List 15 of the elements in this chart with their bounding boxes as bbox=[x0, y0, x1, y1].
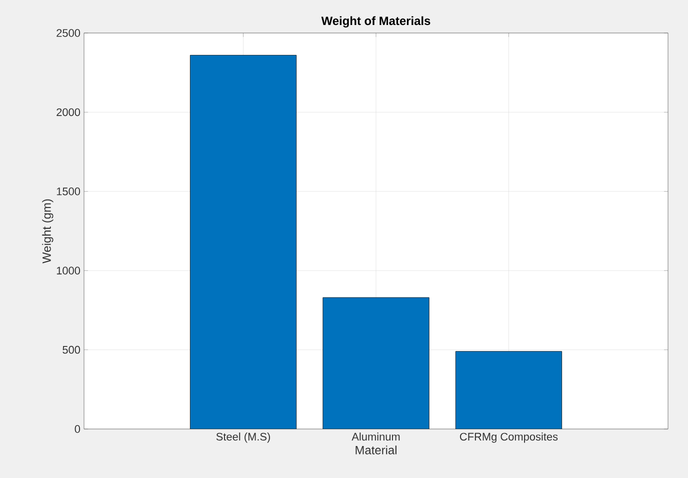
y-tick-label: 1000 bbox=[56, 266, 80, 274]
chart-title: Weight of Materials bbox=[321, 16, 430, 28]
bar bbox=[190, 55, 296, 429]
y-tick-label: 500 bbox=[62, 346, 80, 354]
x-tick-label: Aluminum bbox=[352, 432, 400, 441]
bar bbox=[455, 351, 562, 429]
x-tick-label: Steel (M.S) bbox=[216, 432, 270, 443]
y-tick-label: 2500 bbox=[56, 29, 80, 37]
x-axis-title: Material bbox=[356, 446, 396, 454]
y-tick-label: 1500 bbox=[56, 188, 80, 196]
y-tick-label: 0 bbox=[74, 425, 80, 433]
y-tick-label: 2000 bbox=[56, 108, 80, 116]
x-tick-label: CFRMg Composites bbox=[460, 432, 558, 443]
y-axis-title: Weight (gm) bbox=[42, 199, 54, 264]
bar bbox=[322, 298, 430, 429]
